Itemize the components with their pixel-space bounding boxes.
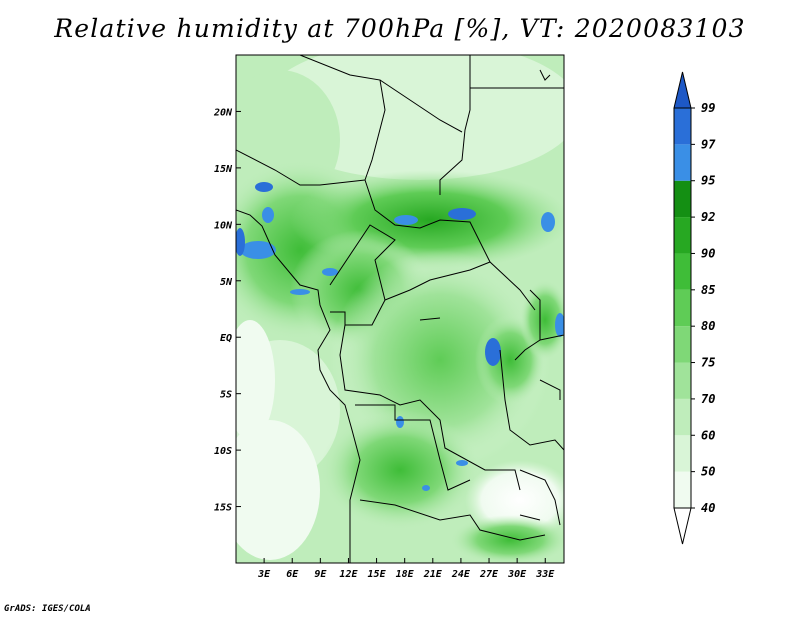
x-tick-label: 18E bbox=[396, 569, 415, 580]
y-tick-label: EQ bbox=[220, 333, 232, 344]
colorbar: 40 50 60 70 75 80 85 90 92 95 97 99 bbox=[673, 71, 716, 545]
x-tick-label: 33E bbox=[535, 569, 555, 580]
colorbar-segment bbox=[674, 144, 691, 181]
colorbar-label: 80 bbox=[701, 319, 715, 333]
colorbar-segment bbox=[674, 289, 691, 327]
x-tick-label: 24E bbox=[451, 569, 471, 580]
x-tick-label: 12E bbox=[339, 569, 358, 580]
y-tick-label: 15S bbox=[214, 503, 232, 514]
colorbar-segment bbox=[674, 326, 691, 363]
colorbar-label: 95 bbox=[701, 174, 715, 188]
colorbar-label: 99 bbox=[701, 101, 715, 115]
colorbar-label: 97 bbox=[701, 137, 716, 151]
colorbar-label: 60 bbox=[701, 428, 715, 442]
country-borders bbox=[236, 55, 564, 563]
y-axis: 20N 15N 10N 5N EQ 5S 10S 15S bbox=[213, 107, 241, 514]
x-tick-label: 3E bbox=[257, 569, 271, 580]
colorbar-label: 85 bbox=[701, 283, 715, 297]
colorbar-segment bbox=[674, 108, 691, 145]
y-tick-label: 15N bbox=[214, 164, 233, 175]
colorbar-segment bbox=[674, 435, 691, 472]
y-tick-label: 5S bbox=[220, 390, 232, 401]
colorbar-bottom-arrow bbox=[673, 507, 692, 545]
colorbar-label: 40 bbox=[701, 501, 715, 515]
colorbar-label: 75 bbox=[701, 356, 715, 370]
x-tick-label: 6E bbox=[286, 569, 299, 580]
y-tick-label: 10S bbox=[214, 446, 232, 457]
colorbar-frame bbox=[673, 107, 692, 509]
x-tick-label: 30E bbox=[507, 569, 527, 580]
colorbar-segment bbox=[674, 471, 691, 508]
colorbar-label: 90 bbox=[701, 246, 715, 260]
y-tick-label: 5N bbox=[220, 277, 233, 288]
colorbar-top-arrow bbox=[673, 71, 692, 109]
x-tick-label: 21E bbox=[423, 569, 443, 580]
humidity-field bbox=[236, 55, 564, 563]
grads-credit: GrADS: IGES/COLA bbox=[4, 604, 91, 614]
x-tick-label: 15E bbox=[368, 569, 387, 580]
colorbar-segment bbox=[674, 253, 691, 290]
colorbar-segment bbox=[674, 398, 691, 436]
x-axis: 3E 6E 9E 12E 15E 18E 21E 24E 27E 30E 33E bbox=[257, 558, 555, 580]
y-tick-label: 20N bbox=[213, 107, 233, 118]
x-tick-label: 9E bbox=[314, 569, 327, 580]
colorbar-label: 50 bbox=[701, 465, 715, 479]
colorbar-segment bbox=[674, 180, 691, 218]
map-title: Relative humidity at 700hPa [%], VT: 202… bbox=[54, 14, 746, 43]
colorbar-label: 92 bbox=[701, 210, 715, 224]
colorbar-segment bbox=[674, 362, 691, 399]
y-tick-label: 10N bbox=[214, 220, 233, 231]
colorbar-segment bbox=[674, 217, 691, 254]
colorbar-label: 70 bbox=[701, 392, 715, 406]
x-tick-label: 27E bbox=[479, 569, 499, 580]
plot-frame bbox=[235, 54, 565, 564]
